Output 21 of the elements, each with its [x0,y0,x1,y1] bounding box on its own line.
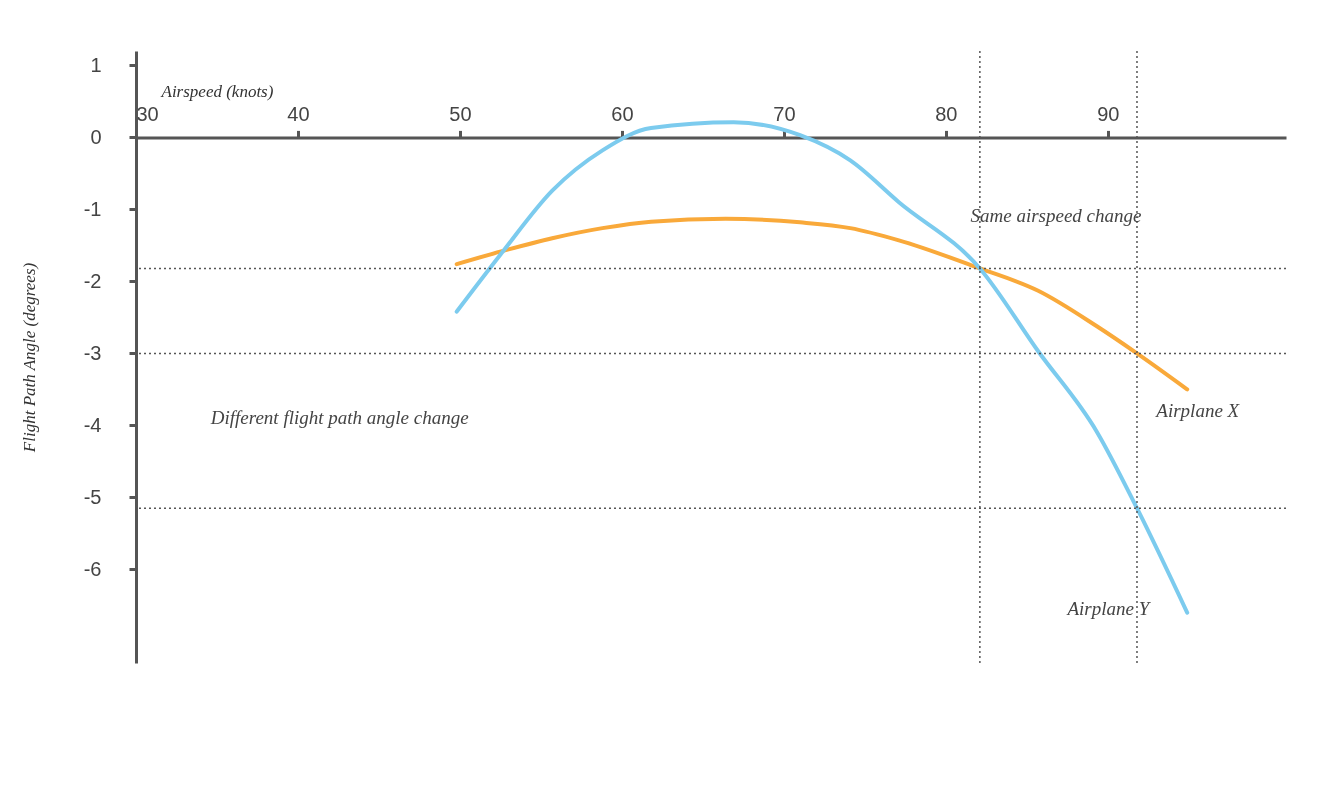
y-tick-label: 1 [90,53,102,76]
x-tick-label: 80 [935,102,958,125]
y-tick-label: 0 [90,125,102,148]
annotation: Different flight path angle change [209,407,469,429]
x-tick-label: 90 [1097,102,1120,125]
x-tick-label: 30 [136,102,159,125]
y-tick-label: -3 [83,341,102,364]
y-tick-label: -2 [83,269,102,292]
y-axis-title: Flight Path Angle (degrees) [19,262,39,454]
x-tick-label: 50 [449,102,472,125]
x-tick-label: 70 [773,102,796,125]
y-tick-label: -5 [83,485,102,508]
y-tick-label: -4 [83,413,102,436]
x-axis-title: Airspeed (knots) [160,81,274,101]
x-tick-label: 60 [611,102,634,125]
x-tick-label: 40 [287,102,310,125]
y-tick-label: -1 [83,197,102,220]
y-tick-label: -6 [83,557,102,580]
series-label: Airplane Y [1065,597,1152,619]
annotation: Same airspeed change [970,205,1142,227]
series-label: Airplane X [1154,400,1241,422]
